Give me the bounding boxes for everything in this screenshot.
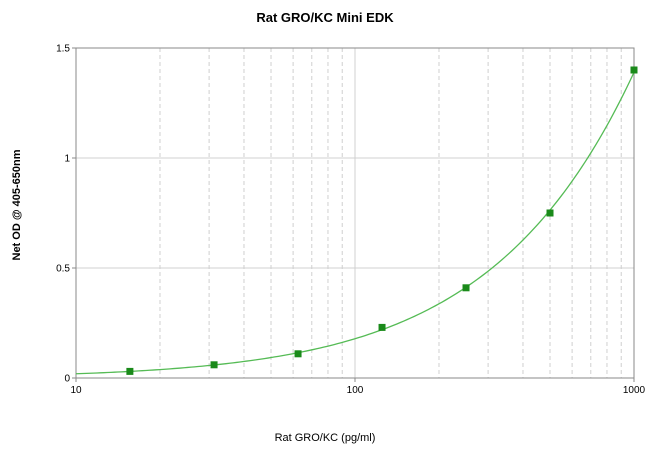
x-tick-label: 1000 xyxy=(623,385,646,396)
y-tick-label: 0.5 xyxy=(56,264,70,275)
x-tick-label: 100 xyxy=(347,385,364,396)
fit-curve-layer xyxy=(75,72,635,375)
data-point xyxy=(126,367,134,375)
data-point xyxy=(378,323,386,331)
data-point xyxy=(630,66,638,74)
data-point xyxy=(210,361,218,369)
grid-lines xyxy=(76,48,634,378)
fit-curve xyxy=(75,72,635,375)
axes xyxy=(72,47,635,382)
data-point xyxy=(546,209,554,217)
y-tick-label: 0 xyxy=(64,374,70,385)
tick-labels: 0 0.5 1 1.5 10 100 1000 xyxy=(56,44,645,397)
x-tick-label: 10 xyxy=(70,385,82,396)
y-tick-label: 1 xyxy=(64,154,70,165)
data-point xyxy=(462,284,470,292)
x-axis-label: Rat GRO/KC (pg/ml) xyxy=(274,432,376,444)
data-point xyxy=(294,350,302,358)
chart-title: Rat GRO/KC Mini EDK xyxy=(256,10,394,25)
data-points xyxy=(126,66,638,375)
y-tick-label: 1.5 xyxy=(56,44,70,55)
